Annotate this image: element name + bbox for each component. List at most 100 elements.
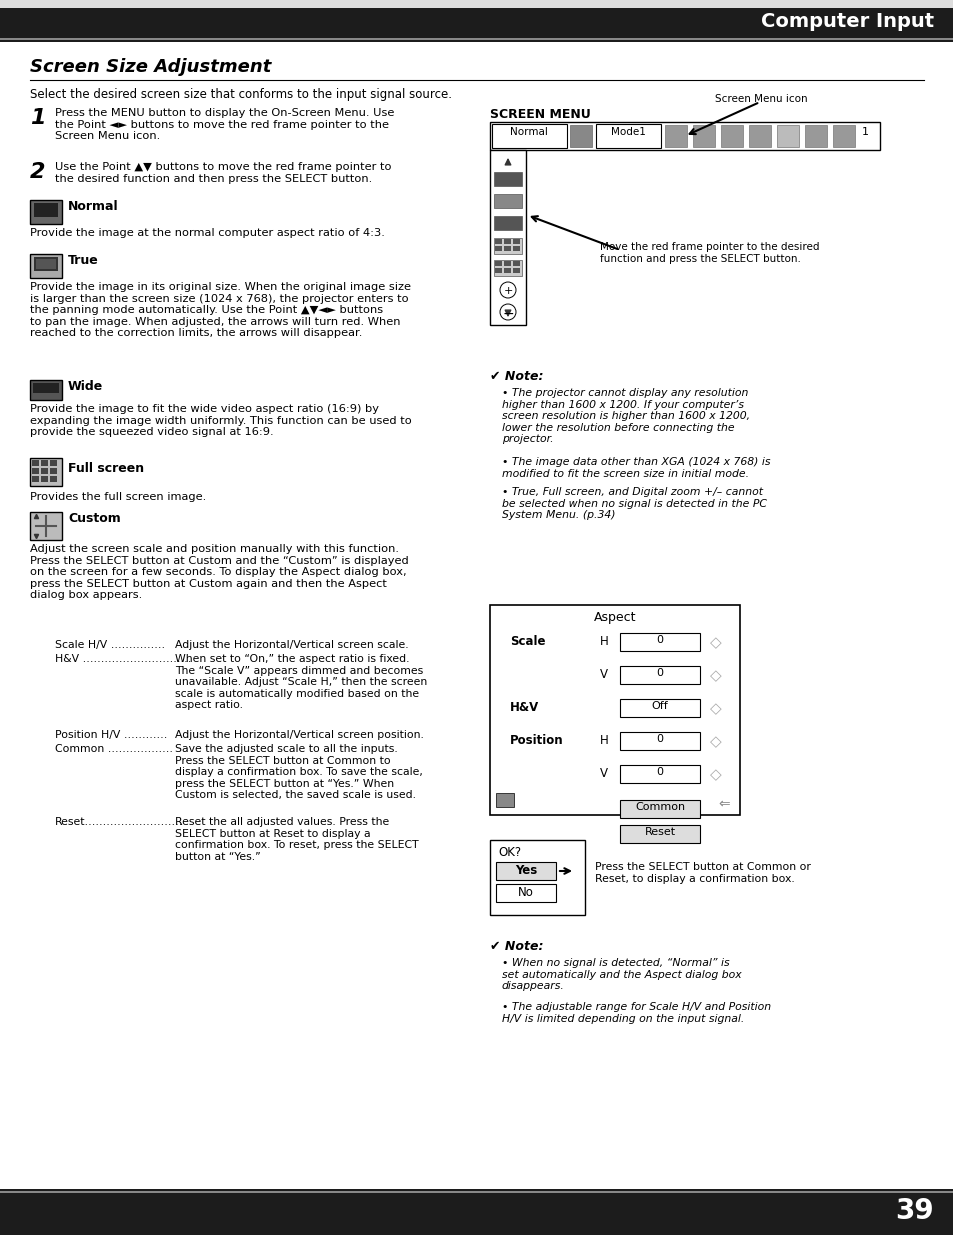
Text: 0: 0 — [656, 635, 662, 645]
Bar — [30, 254, 62, 278]
Text: Common ………………: Common ……………… — [55, 743, 172, 755]
Text: Adjust the Horizontal/Vertical screen position.: Adjust the Horizontal/Vertical screen po… — [174, 730, 423, 740]
Bar — [513, 240, 519, 245]
Bar — [492, 124, 566, 148]
Bar — [503, 246, 511, 251]
Bar — [619, 825, 700, 844]
Bar — [495, 261, 501, 266]
Text: When set to “On,” the aspect ratio is fixed.
The “Scale V” appears dimmed and be: When set to “On,” the aspect ratio is fi… — [174, 655, 427, 710]
Bar — [32, 468, 39, 474]
Bar — [513, 268, 519, 273]
Text: ◇: ◇ — [709, 734, 721, 748]
Text: Normal: Normal — [510, 127, 547, 137]
Text: ◇: ◇ — [709, 635, 721, 650]
Text: 1: 1 — [861, 127, 867, 137]
Bar — [569, 125, 592, 147]
Text: ⇐: ⇐ — [718, 797, 729, 811]
Text: ◇: ◇ — [709, 668, 721, 683]
Text: ◇: ◇ — [709, 701, 721, 716]
Bar — [495, 240, 501, 245]
Text: Scale H/V ……………: Scale H/V …………… — [55, 640, 165, 650]
Text: Use the Point ▲▼ buttons to move the red frame pointer to
the desired function a: Use the Point ▲▼ buttons to move the red… — [55, 162, 391, 184]
Text: 0: 0 — [656, 767, 662, 777]
Text: Scale: Scale — [510, 635, 545, 648]
Bar — [619, 634, 700, 651]
Bar — [50, 459, 57, 466]
Bar — [490, 122, 879, 149]
Bar — [0, 1191, 953, 1193]
Bar — [50, 475, 57, 482]
Bar — [0, 1193, 953, 1235]
Bar — [494, 238, 521, 254]
Text: 2: 2 — [30, 162, 46, 182]
Bar — [494, 194, 521, 207]
Bar — [34, 203, 58, 217]
Text: Off: Off — [651, 701, 668, 711]
Text: • The adjustable range for Scale H/V and Position
H/V is limited depending on th: • The adjustable range for Scale H/V and… — [501, 1002, 770, 1024]
Text: Reset the all adjusted values. Press the
SELECT button at Reset to display a
con: Reset the all adjusted values. Press the… — [174, 818, 418, 862]
Text: Select the desired screen size that conforms to the input signal source.: Select the desired screen size that conf… — [30, 88, 452, 101]
Bar — [776, 125, 799, 147]
Bar — [503, 240, 511, 245]
Bar — [494, 261, 521, 275]
Text: ◇: ◇ — [709, 767, 721, 782]
Text: 0: 0 — [656, 668, 662, 678]
Bar — [495, 268, 501, 273]
Bar — [513, 246, 519, 251]
Bar — [720, 125, 742, 147]
Bar — [30, 380, 62, 400]
Bar — [490, 840, 584, 915]
Text: Position H/V …………: Position H/V ………… — [55, 730, 167, 740]
Bar — [0, 40, 953, 42]
Bar — [41, 459, 48, 466]
Bar — [619, 764, 700, 783]
Text: • True, Full screen, and Digital zoom +/– cannot
be selected when no signal is d: • True, Full screen, and Digital zoom +/… — [501, 487, 766, 520]
Text: Full screen: Full screen — [68, 462, 144, 475]
Text: Adjust the screen scale and position manually with this function.
Press the SELE: Adjust the screen scale and position man… — [30, 543, 408, 600]
Bar — [30, 513, 62, 540]
Text: Normal: Normal — [68, 200, 118, 212]
Text: ✔ Note:: ✔ Note: — [490, 940, 543, 953]
Bar — [596, 124, 660, 148]
Text: Yes: Yes — [515, 864, 537, 877]
Circle shape — [499, 304, 516, 320]
Bar — [513, 261, 519, 266]
Bar — [495, 246, 501, 251]
Bar — [30, 458, 62, 487]
Bar — [496, 884, 556, 902]
Text: Wide: Wide — [68, 380, 103, 393]
Text: Provide the image to fit the wide video aspect ratio (16:9) by
expanding the ima: Provide the image to fit the wide video … — [30, 404, 412, 437]
Text: Position: Position — [510, 734, 563, 747]
Bar — [32, 459, 39, 466]
Text: Mode1: Mode1 — [610, 127, 645, 137]
Text: True: True — [68, 254, 99, 267]
Text: 1: 1 — [30, 107, 46, 128]
Bar — [34, 257, 58, 270]
Text: V: V — [599, 668, 607, 680]
Text: Press the SELECT button at Common or
Reset, to display a confirmation box.: Press the SELECT button at Common or Res… — [595, 862, 810, 883]
Text: Screen Size Adjustment: Screen Size Adjustment — [30, 58, 271, 77]
Text: Common: Common — [635, 802, 684, 811]
Bar — [664, 125, 686, 147]
Text: ✔ Note:: ✔ Note: — [490, 370, 543, 383]
Text: −: − — [501, 308, 514, 321]
Bar — [30, 200, 62, 224]
Bar — [0, 1189, 953, 1191]
Text: OK?: OK? — [497, 846, 520, 860]
Text: Reset: Reset — [644, 827, 675, 837]
Bar — [804, 125, 826, 147]
Text: Aspect: Aspect — [593, 611, 636, 624]
Bar — [619, 732, 700, 750]
Text: • When no signal is detected, “Normal” is
set automatically and the Aspect dialo: • When no signal is detected, “Normal” i… — [501, 958, 740, 992]
Text: 0: 0 — [656, 734, 662, 743]
Bar — [503, 261, 511, 266]
Text: Save the adjusted scale to all the inputs.
Press the SELECT button at Common to
: Save the adjusted scale to all the input… — [174, 743, 422, 800]
Bar — [0, 0, 953, 7]
Bar — [619, 666, 700, 684]
Text: Computer Input: Computer Input — [760, 12, 933, 31]
Text: Move the red frame pointer to the desired
function and press the SELECT button.: Move the red frame pointer to the desire… — [599, 242, 819, 263]
Text: H&V …………………………: H&V ………………………… — [55, 655, 192, 664]
Bar — [619, 800, 700, 818]
Bar — [490, 149, 525, 325]
Text: H&V: H&V — [510, 701, 538, 714]
